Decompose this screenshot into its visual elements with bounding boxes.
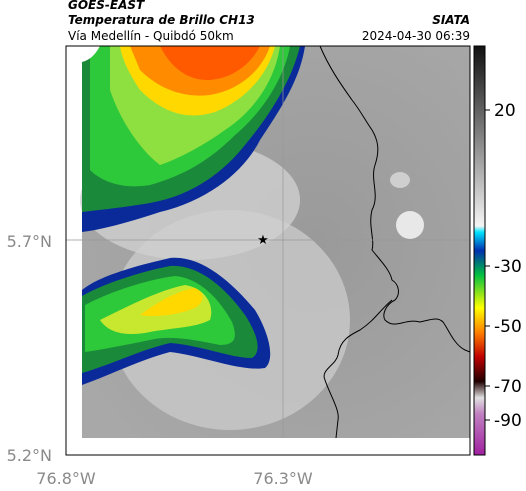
satellite-image: ★	[66, 45, 471, 439]
colorbar-label: -70	[494, 377, 522, 397]
lon-label: 76.3°W	[253, 469, 313, 488]
timestamp: 2024-04-30 06:39	[362, 29, 470, 43]
colorbar	[473, 45, 486, 456]
product-title: Temperatura de Brillo CH13	[68, 13, 255, 27]
colorbar-label: -90	[494, 411, 522, 431]
colorbar-label: 20	[494, 101, 516, 121]
colorbar-label: -30	[494, 257, 522, 277]
route-label: Vía Medellín - Quibdó 50km	[68, 29, 234, 43]
map-frame	[65, 45, 471, 456]
colorbar-label: -50	[494, 317, 522, 337]
source-label: SIATA	[432, 13, 470, 27]
satellite-name: GOES-EAST	[68, 0, 145, 12]
lon-label: 76.8°W	[36, 469, 96, 488]
colorbar-ticks	[485, 109, 490, 421]
lat-label: 5.2°N	[7, 446, 52, 465]
location-marker: ★	[257, 233, 269, 248]
lat-label: 5.7°N	[7, 232, 52, 251]
